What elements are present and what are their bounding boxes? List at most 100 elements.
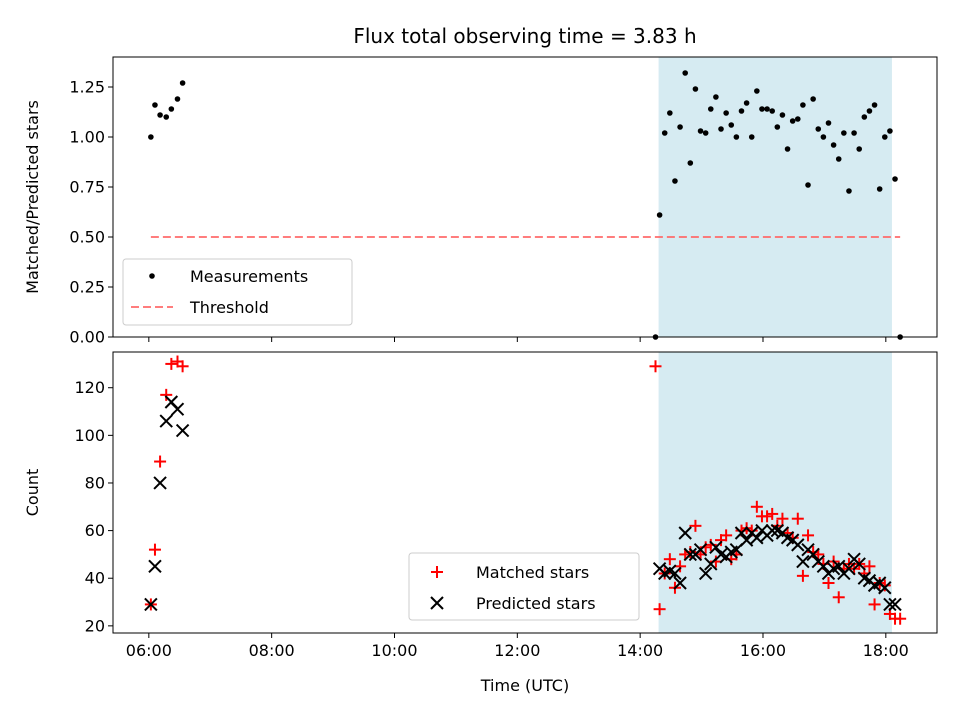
predicted-stars-point (739, 533, 754, 547)
top-panel: 0.00 0.25 0.50 0.75 1.00 1.25 Flux total obse… (23, 24, 938, 347)
x-tick-label: 10:00 (371, 641, 417, 660)
measurement-point (784, 146, 791, 152)
predicted-stars-point (148, 559, 162, 574)
measurement-point (702, 130, 709, 136)
x-axis-label: Time (UTC) (480, 676, 569, 695)
y-tick-label: 0.50 (69, 228, 105, 247)
top-panel-marks (148, 70, 903, 340)
y-tick-label: 0.25 (69, 278, 105, 297)
predicted-stars-point (750, 531, 764, 545)
legend-marker-matched-stars (431, 566, 443, 578)
measurement-point (779, 112, 786, 118)
matched-stars-point (689, 519, 702, 532)
bottom-legend-box (408, 552, 640, 621)
predicted-stars-point (673, 576, 687, 590)
matched-stars-point (663, 553, 676, 566)
matched-stars-point (165, 357, 178, 370)
y-tick-label: 80 (85, 473, 105, 492)
matched-stars-point (832, 591, 845, 604)
measurement-point (769, 108, 775, 114)
legend-label-measurements: Measurements (190, 267, 308, 286)
measurement-point (728, 122, 735, 128)
measurement-point (887, 128, 893, 134)
measurement-point (661, 130, 668, 136)
predicted-stars-point (153, 476, 167, 490)
bottom-panel-shaded-span (658, 352, 892, 633)
bottom-panel: 20 40 60 80 100 120 06:00 08:00 10:00 12:00 14:00 1… (23, 351, 938, 695)
measurement-point (825, 120, 832, 126)
measurement-point (718, 126, 724, 132)
matched-stars-point (776, 512, 789, 525)
measurement-point (707, 106, 714, 112)
matched-stars-point (176, 360, 189, 373)
measurement-point (789, 118, 796, 124)
top-legend: Measurements Threshold (122, 258, 353, 326)
y-tick-label: 0.00 (69, 328, 105, 347)
measurement-point (723, 110, 729, 116)
legend-marker-measurements (149, 273, 155, 279)
measurement-point (841, 130, 847, 136)
legend-label-threshold: Threshold (189, 298, 269, 317)
measurement-point (851, 130, 857, 136)
measurement-point (881, 134, 888, 140)
predicted-stars-point (668, 566, 682, 581)
measurement-point (692, 86, 699, 92)
y-tick-label: 0.75 (69, 178, 105, 197)
predicted-stars-point (842, 561, 856, 576)
measurement-point (738, 108, 745, 114)
measurement-point (687, 160, 694, 166)
measurement-point (677, 124, 683, 130)
y-tick-label: 1.00 (69, 128, 105, 147)
y-tick-label: 20 (85, 616, 105, 635)
measurement-point (856, 146, 863, 152)
matched-stars-point (160, 388, 173, 401)
x-tick-label: 14:00 (617, 641, 663, 660)
measurement-point (743, 100, 750, 106)
measurement-point (656, 212, 663, 218)
measurement-point (754, 88, 760, 94)
measurement-point (163, 114, 170, 120)
measurement-point (835, 156, 842, 162)
measurement-point (810, 96, 816, 102)
bottom-panel-marks (144, 355, 907, 625)
predicted-stars-point (170, 402, 185, 416)
top-panel-ticks: 0.00 0.25 0.50 0.75 1.00 1.25 (69, 78, 887, 347)
y-tick-label: 60 (85, 521, 105, 540)
predicted-stars-point (678, 526, 692, 540)
legend-label-matched-stars: Matched stars (476, 563, 589, 582)
predicted-stars-point (144, 597, 158, 612)
predicted-stars-point (765, 523, 779, 538)
measurement-point (846, 188, 852, 194)
predicted-stars-point (791, 538, 805, 552)
top-legend-box (122, 258, 353, 326)
matched-stars-point (796, 569, 809, 582)
measurement-point (876, 186, 883, 192)
matched-stars-point (154, 455, 167, 468)
predicted-stars-point (734, 526, 749, 540)
predicted-stars-point (806, 547, 820, 562)
matched-stars-point (802, 529, 815, 542)
matched-stars-point (674, 560, 687, 573)
predicted-stars-point (693, 542, 708, 557)
measurement-point (157, 112, 163, 118)
predicted-stars-point (159, 414, 173, 428)
predicted-stars-point (883, 597, 897, 612)
measurement-point (148, 134, 154, 140)
predicted-stars-point (683, 547, 698, 562)
y-tick-label: 1.25 (69, 78, 105, 97)
matched-stars-point (649, 360, 662, 373)
measurement-point (861, 114, 868, 120)
measurement-point (168, 106, 175, 112)
matched-stars-point (761, 510, 774, 523)
x-tick-label: 18:00 (863, 641, 909, 660)
top-panel-shaded-span (658, 57, 892, 337)
matched-stars-point (766, 507, 779, 520)
x-tick-label: 06:00 (126, 641, 172, 660)
measurement-point (759, 106, 765, 112)
matched-stars-point (720, 529, 733, 542)
predicted-stars-point (175, 423, 190, 438)
matched-stars-point (868, 598, 881, 611)
measurement-point (748, 134, 755, 140)
measurement-point (667, 110, 673, 116)
